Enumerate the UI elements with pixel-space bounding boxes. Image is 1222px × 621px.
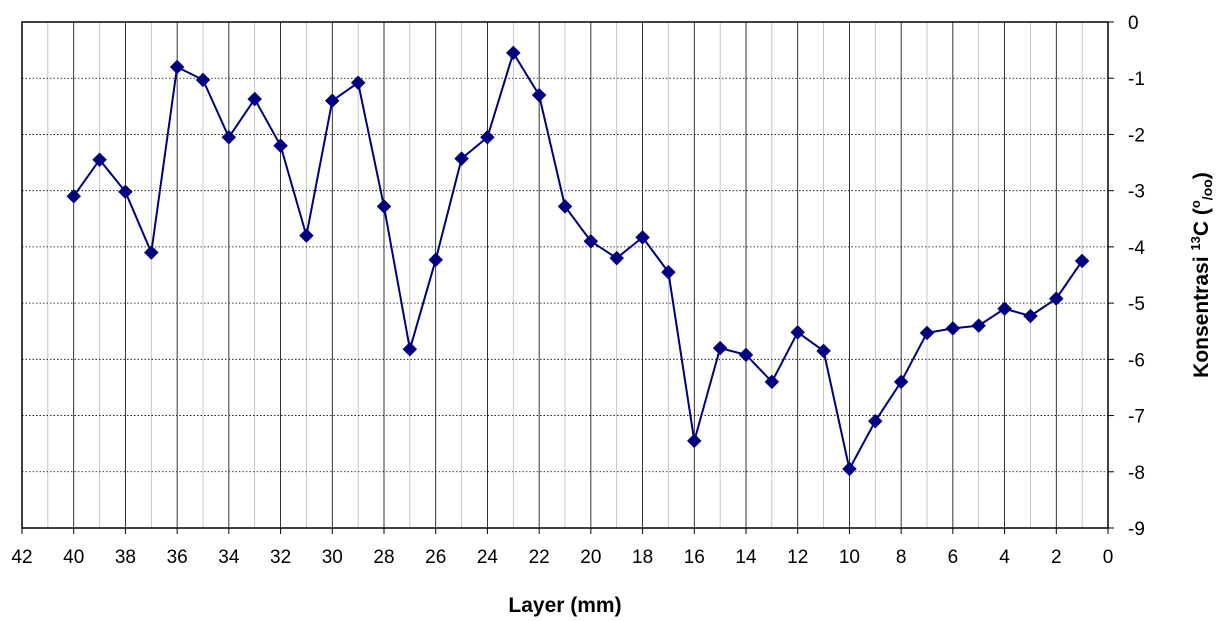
series bbox=[66, 45, 1090, 477]
data-point-marker bbox=[919, 325, 935, 341]
x-tick-label: 34 bbox=[218, 547, 240, 568]
data-point-marker bbox=[867, 413, 883, 429]
data-point-marker bbox=[480, 129, 495, 145]
data-point-marker bbox=[376, 199, 392, 214]
data-point-marker bbox=[299, 228, 314, 243]
data-point-marker bbox=[842, 461, 857, 477]
x-tick-label: 38 bbox=[115, 547, 136, 568]
x-tick-label: 12 bbox=[787, 547, 808, 568]
data-point-marker bbox=[505, 45, 521, 61]
data-point-marker bbox=[247, 91, 263, 107]
x-tick-label: 4 bbox=[999, 547, 1010, 568]
x-tick-label: 42 bbox=[11, 547, 32, 568]
x-tick-label: 16 bbox=[684, 547, 705, 568]
x-tick-label: 0 bbox=[1103, 547, 1114, 568]
data-point-marker bbox=[221, 129, 237, 145]
data-point-marker bbox=[531, 87, 547, 103]
data-point-marker bbox=[790, 324, 806, 340]
y-axis-title-unit-sub: /oo bbox=[1199, 179, 1215, 200]
data-point-marker bbox=[454, 151, 469, 166]
y-tick-label: -9 bbox=[1128, 519, 1145, 540]
x-tick-label: 36 bbox=[167, 547, 188, 568]
data-point-marker bbox=[350, 75, 366, 91]
y-axis-title-unit-sup: o bbox=[1188, 200, 1203, 208]
axis-ticks: 42 40 38 36 34 32 30 28 26 24 22 20 18 16 14 12 10 8 6 4 2 00… bbox=[11, 13, 1145, 568]
data-point-marker bbox=[738, 347, 754, 363]
y-tick-label: -3 bbox=[1128, 182, 1145, 203]
data-point-marker bbox=[143, 245, 159, 260]
y-tick-label: 0 bbox=[1128, 13, 1139, 34]
data-point-marker bbox=[635, 229, 650, 245]
data-point-marker bbox=[609, 250, 625, 266]
data-point-marker bbox=[273, 138, 288, 154]
data-point-marker bbox=[971, 318, 987, 333]
data-point-marker bbox=[661, 264, 676, 280]
data-point-marker bbox=[195, 72, 211, 88]
x-tick-label: 30 bbox=[322, 547, 343, 568]
data-point-marker bbox=[1074, 253, 1090, 269]
x-tick-label: 24 bbox=[477, 547, 499, 568]
y-tick-label: -8 bbox=[1128, 463, 1145, 484]
y-axis-title-suffix: ) bbox=[1190, 172, 1213, 179]
x-tick-label: 18 bbox=[632, 547, 653, 568]
data-point-marker bbox=[893, 374, 909, 390]
x-tick-label: 2 bbox=[1051, 547, 1062, 568]
x-tick-label: 14 bbox=[735, 547, 757, 568]
x-tick-label: 28 bbox=[373, 547, 394, 568]
y-tick-label: -6 bbox=[1128, 350, 1145, 371]
x-tick-label: 32 bbox=[270, 547, 291, 568]
y-axis-title-middle: C ( bbox=[1190, 208, 1213, 236]
y-tick-label: -5 bbox=[1128, 294, 1145, 315]
data-point-marker bbox=[764, 374, 780, 390]
y-tick-label: -4 bbox=[1128, 238, 1145, 259]
y-tick-label: -7 bbox=[1128, 407, 1145, 428]
x-tick-label: 8 bbox=[896, 547, 907, 568]
y-axis-title-superscript: 13 bbox=[1188, 236, 1203, 250]
data-point-marker bbox=[118, 184, 133, 200]
x-tick-label: 10 bbox=[839, 547, 860, 568]
series-line bbox=[72, 50, 1083, 472]
data-point-marker bbox=[1048, 291, 1064, 306]
data-point-marker bbox=[92, 152, 107, 168]
data-point-marker bbox=[169, 59, 185, 75]
data-point-marker bbox=[712, 340, 728, 356]
data-point-marker bbox=[66, 188, 82, 204]
x-tick-label: 26 bbox=[425, 547, 446, 568]
data-point-marker bbox=[945, 321, 961, 336]
y-axis-title-prefix: Konsentrasi bbox=[1190, 251, 1213, 378]
x-axis-title: Layer (mm) bbox=[508, 594, 621, 617]
x-tick-label: 22 bbox=[529, 547, 550, 568]
data-point-marker bbox=[428, 252, 444, 268]
data-point-marker bbox=[402, 341, 418, 357]
grid bbox=[22, 22, 1108, 528]
data-point-marker bbox=[583, 233, 599, 249]
data-point-marker bbox=[686, 433, 702, 449]
data-point-marker bbox=[1023, 308, 1038, 324]
data-point-marker bbox=[557, 199, 573, 214]
data-point-marker bbox=[816, 343, 831, 359]
y-tick-label: -1 bbox=[1128, 69, 1145, 90]
data-point-marker bbox=[324, 93, 340, 109]
plot-area-frame bbox=[21, 21, 1109, 529]
x-tick-label: 6 bbox=[948, 547, 959, 568]
y-axis-title: Konsentrasi 13C (o/oo) bbox=[1188, 172, 1215, 378]
data-point-marker bbox=[997, 301, 1012, 317]
x-tick-label: 20 bbox=[580, 547, 601, 568]
x-tick-label: 40 bbox=[63, 547, 84, 568]
y-tick-label: -2 bbox=[1128, 125, 1145, 146]
